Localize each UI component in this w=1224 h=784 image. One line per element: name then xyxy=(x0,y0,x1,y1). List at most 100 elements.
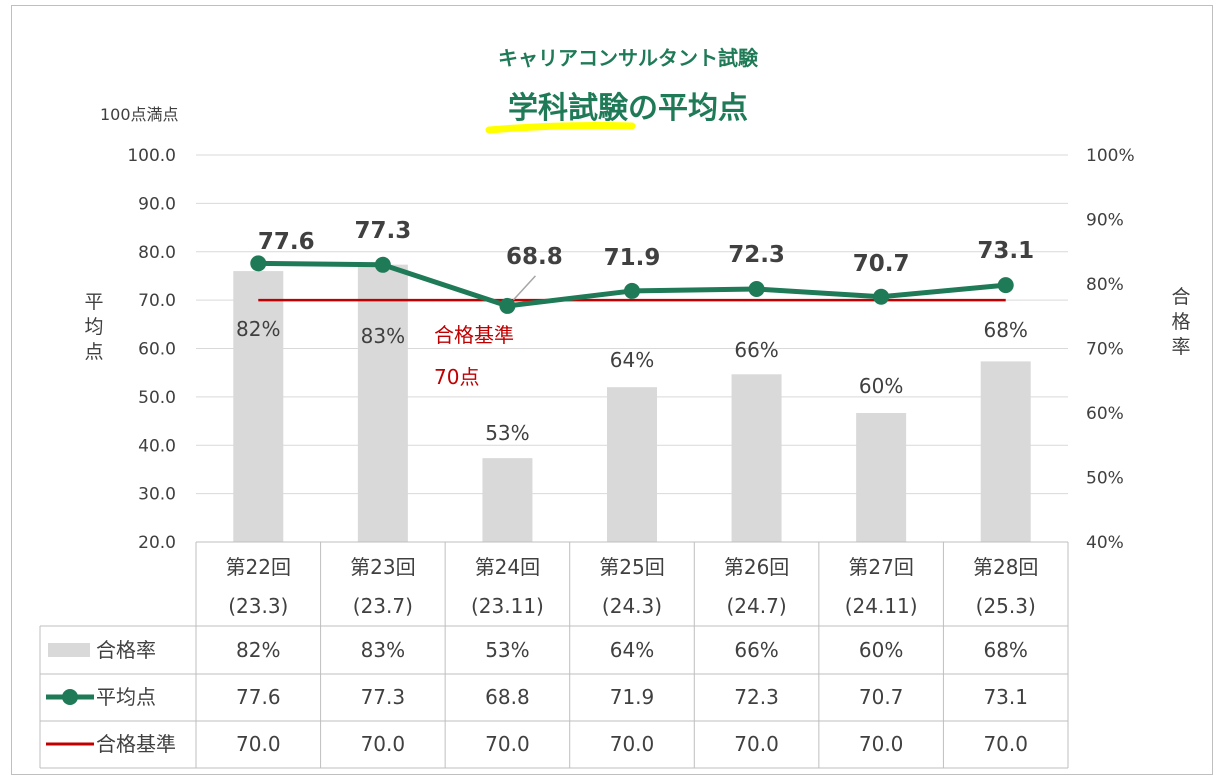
line-point xyxy=(748,280,765,297)
category-date: (23.11) xyxy=(471,594,544,618)
bar-value-label: 60% xyxy=(859,374,903,398)
right-tick-label: 40% xyxy=(1086,533,1124,553)
category-name: 第24回 xyxy=(475,555,540,579)
chart-supertitle: キャリアコンサルタント試験 xyxy=(498,46,759,70)
line-value-label: 73.1 xyxy=(977,238,1034,264)
category-name: 第23回 xyxy=(350,555,415,579)
legend-label: 平均点 xyxy=(96,685,156,709)
right-tick-label: 60% xyxy=(1086,404,1124,424)
title-highlight-mark xyxy=(485,122,636,134)
right-axis-title-char: 率 xyxy=(1171,336,1190,358)
threshold-annotation-value: 70点 xyxy=(434,365,479,389)
table-cell: 70.0 xyxy=(485,732,530,756)
label-leader-line xyxy=(512,275,536,301)
category-name: 第22回 xyxy=(226,555,291,579)
left-tick-label: 40.0 xyxy=(138,436,176,456)
category-name: 第27回 xyxy=(848,555,913,579)
line-point xyxy=(250,255,267,272)
chart-title: 学科試験の平均点 xyxy=(508,91,748,126)
legend-key-bar xyxy=(48,643,90,657)
table-cell: 73.1 xyxy=(983,685,1028,709)
right-axis-title: 合 格 率 xyxy=(1171,286,1190,358)
bar xyxy=(233,271,284,542)
line-value-label: 70.7 xyxy=(853,251,910,277)
left-axis-title-char: 均 xyxy=(84,316,103,338)
category-name: 第28回 xyxy=(973,555,1038,579)
bar xyxy=(731,374,782,542)
table-cell: 77.3 xyxy=(361,685,406,709)
category-date: (23.3) xyxy=(228,594,288,618)
right-tick-label: 100% xyxy=(1086,146,1135,166)
bar xyxy=(482,458,533,542)
right-axis-ticks: 100% 90% 80% 70% 60% 50% 40% xyxy=(1086,146,1135,553)
left-axis-title: 平 均 点 xyxy=(84,291,103,363)
bar xyxy=(357,264,408,542)
line-labels: 77.6 77.3 68.8 71.9 72.3 70.7 73.1 xyxy=(258,218,1034,277)
legend-label: 合格率 xyxy=(96,638,156,662)
right-axis-title-char: 合 xyxy=(1171,286,1190,308)
table-cell: 70.0 xyxy=(734,732,779,756)
bar-labels: 82% 83% 53% 64% 66% 60% 68% xyxy=(236,317,1028,445)
line-point xyxy=(873,288,890,305)
table-cell: 71.9 xyxy=(610,685,655,709)
table-cell: 53% xyxy=(485,638,529,662)
table-cell: 70.0 xyxy=(361,732,406,756)
right-axis-title-char: 格 xyxy=(1171,311,1190,333)
line-value-label: 71.9 xyxy=(604,245,661,271)
left-axis-ticks: 100.0 90.0 80.0 70.0 60.0 50.0 40.0 30.0 20.0 xyxy=(127,146,176,553)
table-cell: 72.3 xyxy=(734,685,779,709)
table-cell: 68.8 xyxy=(485,685,530,709)
left-tick-label: 70.0 xyxy=(138,291,176,311)
line-value-label: 77.6 xyxy=(258,229,315,255)
bar-value-label: 83% xyxy=(361,324,405,348)
table-cell: 70.7 xyxy=(859,685,904,709)
table-cell: 70.0 xyxy=(983,732,1028,756)
bar-value-label: 53% xyxy=(485,421,529,445)
left-axis-unit: 100点満点 xyxy=(100,105,179,124)
bar xyxy=(856,413,907,542)
table-cell: 70.0 xyxy=(610,732,655,756)
line-point xyxy=(374,256,391,273)
line-point xyxy=(624,282,640,299)
bar xyxy=(607,387,657,542)
line-series-average xyxy=(250,255,1014,314)
left-axis-title-char: 平 xyxy=(84,291,103,313)
bar-value-label: 68% xyxy=(983,318,1027,342)
table-cell: 70.0 xyxy=(859,732,904,756)
left-axis-title-char: 点 xyxy=(84,341,103,363)
legend-label: 合格基準 xyxy=(96,732,176,756)
line-point xyxy=(499,297,516,314)
title-highlight-text: 学科試験 xyxy=(508,91,629,126)
left-tick-label: 80.0 xyxy=(138,243,176,263)
right-tick-label: 90% xyxy=(1086,211,1124,231)
category-date: (25.3) xyxy=(976,594,1036,618)
bar-value-label: 64% xyxy=(610,348,654,372)
table-cell: 83% xyxy=(361,638,405,662)
table-cell: 60% xyxy=(859,638,903,662)
threshold-annotation-label: 合格基準 xyxy=(434,323,514,347)
table-cell: 77.6 xyxy=(236,685,281,709)
left-tick-label: 30.0 xyxy=(138,485,176,505)
table-cell: 66% xyxy=(734,638,778,662)
line-value-label: 72.3 xyxy=(728,242,785,268)
category-date: (24.11) xyxy=(845,594,918,618)
category-date: (23.7) xyxy=(353,594,413,618)
category-date: (24.3) xyxy=(602,594,662,618)
bar xyxy=(980,361,1031,542)
left-tick-label: 90.0 xyxy=(138,194,176,214)
data-table: 第22回 (23.3) 第23回 (23.7) 第24回 (23.11) 第25回 (24.3… xyxy=(39,541,1069,769)
table-cell: 82% xyxy=(236,638,280,662)
right-tick-label: 70% xyxy=(1086,340,1124,360)
bar-value-label: 66% xyxy=(734,338,778,362)
category-date: (24.7) xyxy=(727,594,787,618)
left-tick-label: 100.0 xyxy=(127,146,176,166)
left-tick-label: 60.0 xyxy=(138,340,176,360)
legend-key-marker xyxy=(62,689,78,705)
right-tick-label: 50% xyxy=(1086,469,1124,489)
line-value-label: 68.8 xyxy=(506,244,563,270)
left-tick-label: 50.0 xyxy=(138,388,176,408)
table-cell: 68% xyxy=(983,638,1027,662)
bar-value-label: 82% xyxy=(236,317,280,341)
title-rest-text: の平均点 xyxy=(628,91,748,126)
